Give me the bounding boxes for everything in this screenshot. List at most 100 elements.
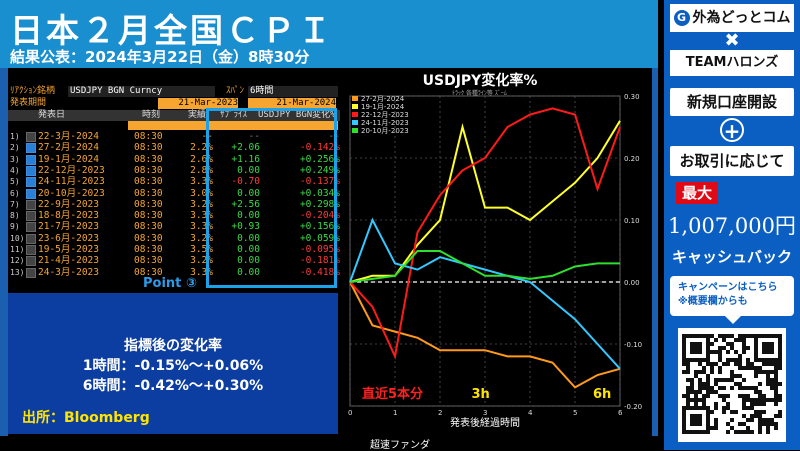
gaitame-logo[interactable]: G 外為どっとコム bbox=[670, 4, 794, 32]
legend-swatch bbox=[352, 120, 358, 125]
row-checkbox[interactable] bbox=[26, 199, 36, 210]
y-tick-label: 0.20 bbox=[624, 155, 640, 163]
row-checkbox[interactable] bbox=[26, 245, 36, 255]
row-actual: 2.2% bbox=[190, 142, 213, 154]
qr-code-icon[interactable] bbox=[678, 328, 786, 442]
row-date: 19-5月-2023 bbox=[38, 244, 99, 255]
table-row[interactable]: 7) 22-9月-2023 08:30 3.2% +2.56 +0.298% bbox=[8, 199, 340, 210]
row-time: 08:30 bbox=[134, 164, 163, 176]
row-index: 7) bbox=[10, 199, 20, 209]
table-row[interactable]: 9) 21-7月-2023 08:30 3.3% +0.93 +0.156% bbox=[8, 221, 340, 233]
row-checkbox[interactable] bbox=[26, 211, 36, 222]
row-date: 18-8月-2023 bbox=[38, 210, 99, 222]
row-checkbox[interactable] bbox=[26, 165, 36, 176]
row-time: 08:30 bbox=[134, 176, 163, 188]
row-time: 08:30 bbox=[134, 221, 163, 233]
max-badge: 最大 bbox=[676, 182, 718, 204]
row-checkbox[interactable] bbox=[26, 143, 36, 154]
row-actual: 3.2% bbox=[190, 232, 213, 244]
page-title: 日本２月全国ＣＰＩ bbox=[10, 11, 334, 50]
table-row[interactable]: 13) 24-3月-2023 08:30 3.3% 0.00 -0.418% bbox=[8, 267, 340, 278]
row-change: -0.181% bbox=[299, 255, 340, 267]
table-row[interactable]: 8) 18-8月-2023 08:30 3.3% 0.00 -0.204% bbox=[8, 210, 340, 222]
info-line1: 1時間：-0.15%～+0.06% bbox=[82, 358, 264, 374]
series-line bbox=[349, 217, 621, 370]
point-label: Point ③ bbox=[143, 276, 197, 291]
cashback-label: キャッシュバック bbox=[671, 248, 792, 266]
legend-swatch bbox=[352, 104, 358, 109]
table-row[interactable]: 2) 27-2月-2024 08:30 2.2% +2.06 -0.142% bbox=[8, 142, 340, 154]
series-line bbox=[349, 281, 621, 389]
row-actual: 3.2% bbox=[190, 198, 213, 210]
series-line bbox=[349, 250, 620, 283]
legend-swatch bbox=[352, 96, 358, 101]
row-surprise: +1.16 bbox=[231, 153, 260, 165]
row-change: +0.249% bbox=[299, 164, 340, 176]
campaign-note[interactable]: キャンペーンはこちら ※概要欄からも bbox=[670, 276, 794, 316]
page-subtitle: 結果公表：2024年3月22日（金）8時30分 bbox=[10, 48, 310, 66]
row-actual: 2.6% bbox=[190, 153, 213, 165]
row-date: 24-11月-2023 bbox=[38, 176, 105, 188]
cashback-amount: 1,007,000円 bbox=[668, 214, 796, 238]
row-time: 08:30 bbox=[134, 153, 163, 165]
row-time: 08:30 bbox=[134, 198, 163, 210]
row-date: 20-10月-2023 bbox=[38, 187, 105, 199]
row-date: 21-7月-2023 bbox=[38, 221, 99, 233]
y-tick-label: -0.10 bbox=[624, 341, 642, 349]
row-index: 4) bbox=[10, 165, 20, 175]
row-checkbox[interactable] bbox=[26, 256, 36, 267]
table-row[interactable]: 10) 23-6月-2023 08:30 3.2% 0.00 +0.059% bbox=[8, 233, 340, 244]
row-checkbox[interactable] bbox=[26, 177, 36, 188]
row-index: 8) bbox=[10, 211, 20, 221]
x-tick-label: 6 bbox=[618, 409, 623, 417]
row-checkbox[interactable] bbox=[26, 132, 36, 142]
chart-toolbar: ﾄﾗｯｸ 各種ﾗｲﾝ等 ｽﾞｰﾑ bbox=[452, 89, 507, 97]
annotation-3h: 3h bbox=[472, 387, 490, 402]
row-change: -0.142% bbox=[299, 142, 340, 154]
col-time: 時刻 bbox=[142, 110, 161, 120]
table-row[interactable]: 4) 22-12月-2023 08:30 2.8% 0.00 +0.249% bbox=[8, 165, 340, 176]
col-surprise: ｻﾌﾟﾗｲｽﾞ bbox=[220, 110, 252, 120]
span-select[interactable]: 6時間 bbox=[248, 86, 338, 97]
row-surprise: +0.93 bbox=[231, 221, 260, 233]
row-date: 21-4月-2023 bbox=[38, 255, 99, 267]
row-time: 08:30 bbox=[134, 255, 163, 267]
span-label: ｽﾊﾟﾝ bbox=[226, 86, 245, 96]
row-surprise: 0.00 bbox=[237, 244, 260, 255]
security-field[interactable]: USDJPY BGN Curncy bbox=[68, 86, 215, 97]
row-index: 6) bbox=[10, 188, 20, 198]
plus-icon: + bbox=[720, 118, 744, 142]
row-actual: 3.3% bbox=[190, 221, 213, 233]
table-row[interactable]: 12) 21-4月-2023 08:30 3.2% 0.00 -0.181% bbox=[8, 255, 340, 267]
row-actual: 3.3% bbox=[190, 266, 213, 278]
trade-button[interactable]: お取引に応じて bbox=[670, 146, 794, 176]
line-chart: 0.30 0.20 0.10 0.00 -0.10 -0.20 0 1 2 3 4 5 6 発表後経過時間… bbox=[348, 89, 642, 429]
row-checkbox[interactable] bbox=[26, 222, 36, 233]
team-harons-logo[interactable]: TEAMハロンズ bbox=[670, 50, 794, 76]
table-row[interactable]: 5) 24-11月-2023 08:30 3.3% -0.70 -0.137% bbox=[8, 176, 340, 188]
row-index: 11) bbox=[10, 245, 25, 254]
series-line bbox=[349, 107, 621, 360]
row-change: +0.034% bbox=[299, 187, 340, 199]
y-tick-label: 0.10 bbox=[624, 217, 640, 225]
row-checkbox[interactable] bbox=[26, 233, 36, 244]
info-source: 出所：Bloomberg bbox=[22, 410, 150, 426]
row-checkbox[interactable] bbox=[26, 188, 36, 199]
x-tick-label: 3 bbox=[483, 409, 487, 417]
period-from-field[interactable]: 21-Mar-2023 bbox=[158, 98, 238, 109]
table-row[interactable]: 6) 20-10月-2023 08:30 3.0% 0.00 +0.034% bbox=[8, 188, 340, 199]
row-index: 5) bbox=[10, 177, 20, 187]
footer-bar: 超速ファンダ bbox=[0, 436, 658, 451]
y-tick-label: 0.30 bbox=[624, 93, 640, 101]
col-date: 発表日 bbox=[38, 110, 66, 120]
open-account-button[interactable]: 新規口座開設 bbox=[670, 88, 794, 116]
row-checkbox[interactable] bbox=[26, 267, 36, 278]
row-index: 12) bbox=[10, 256, 25, 266]
table-row[interactable]: 11) 19-5月-2023 08:30 3.5% 0.00 -0.095% bbox=[8, 244, 340, 255]
row-date: 24-3月-2023 bbox=[38, 266, 99, 278]
period-to-field[interactable]: 21-Mar-2024 bbox=[248, 98, 336, 109]
table-row[interactable]: 3) 19-1月-2024 08:30 2.6% +1.16 +0.256% bbox=[8, 154, 340, 165]
row-index: 1) bbox=[10, 132, 20, 141]
row-checkbox[interactable] bbox=[26, 154, 36, 165]
info-heading: 指標後の変化率 bbox=[124, 338, 222, 354]
